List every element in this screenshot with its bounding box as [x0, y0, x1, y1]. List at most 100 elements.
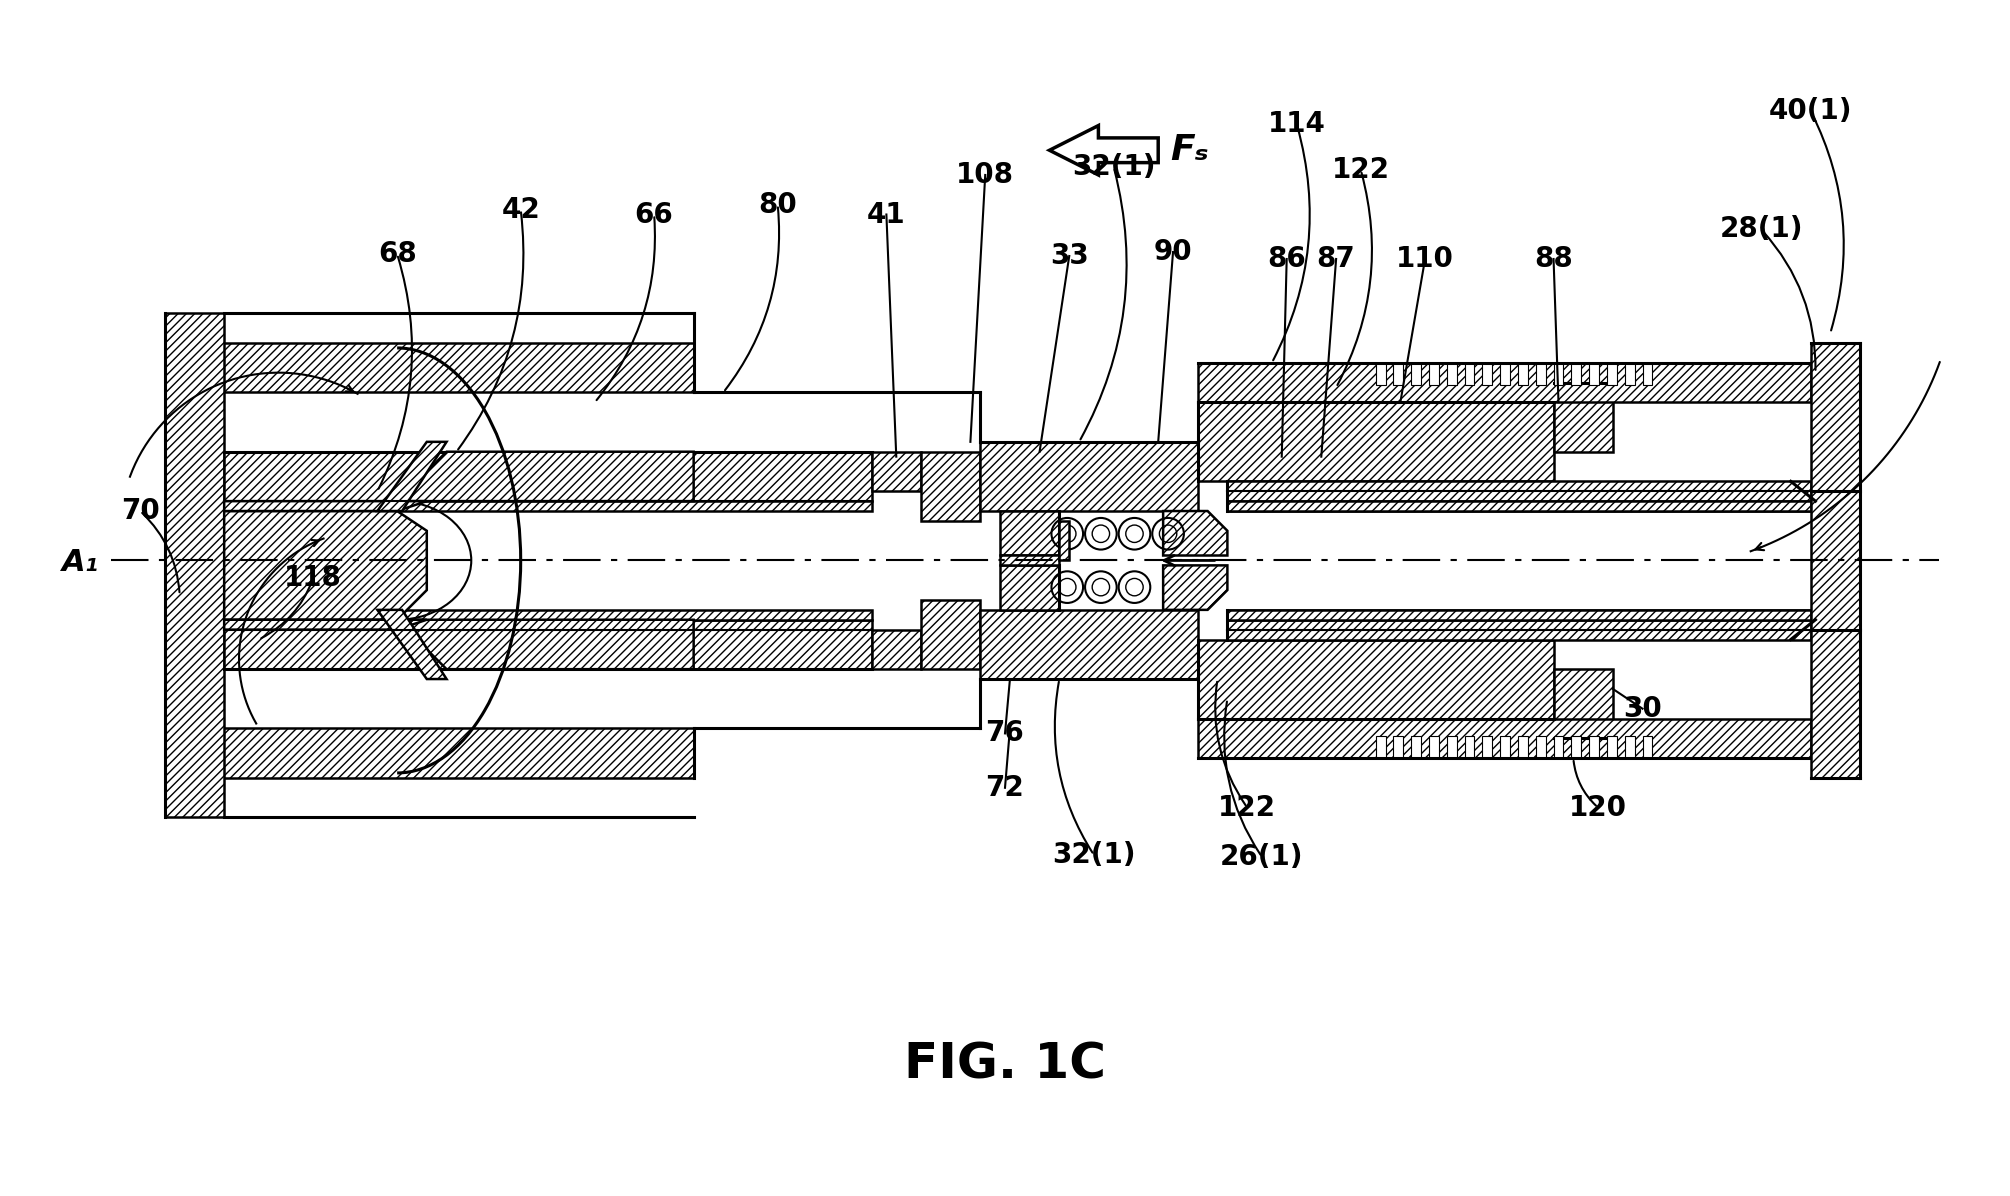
Polygon shape — [1198, 362, 1811, 402]
Bar — [1393, 737, 1403, 758]
Bar — [1518, 362, 1528, 384]
Text: 114: 114 — [1268, 110, 1325, 138]
Polygon shape — [1198, 640, 1554, 719]
Bar — [1572, 737, 1582, 758]
Polygon shape — [398, 452, 693, 501]
Polygon shape — [872, 452, 921, 492]
Polygon shape — [225, 501, 872, 511]
Bar — [1375, 737, 1385, 758]
Polygon shape — [921, 452, 981, 521]
Polygon shape — [1228, 492, 1811, 511]
Polygon shape — [225, 452, 872, 501]
Bar — [1642, 737, 1652, 758]
Bar — [1572, 362, 1582, 384]
Polygon shape — [165, 343, 693, 392]
Text: 110: 110 — [1397, 245, 1453, 273]
Text: 40(1): 40(1) — [1769, 97, 1853, 124]
Polygon shape — [1059, 521, 1069, 561]
Polygon shape — [225, 620, 872, 670]
Text: 70: 70 — [121, 498, 159, 525]
Polygon shape — [1049, 126, 1158, 175]
Text: 28(1): 28(1) — [1719, 215, 1803, 243]
Polygon shape — [1554, 383, 1612, 452]
Text: 120: 120 — [1570, 793, 1626, 822]
Text: 86: 86 — [1268, 245, 1306, 273]
Text: Fₛ: Fₛ — [1170, 133, 1208, 167]
Bar — [1411, 737, 1421, 758]
Polygon shape — [378, 610, 446, 679]
Polygon shape — [225, 620, 426, 629]
Text: 108: 108 — [957, 161, 1015, 189]
Bar — [1624, 737, 1634, 758]
Polygon shape — [1001, 511, 1059, 555]
Bar — [1411, 362, 1421, 384]
Bar — [1429, 737, 1439, 758]
Polygon shape — [1554, 670, 1612, 738]
Polygon shape — [1001, 566, 1059, 610]
Text: 122: 122 — [1333, 155, 1389, 184]
Text: 41: 41 — [866, 201, 907, 228]
Polygon shape — [872, 629, 921, 670]
Bar — [1642, 362, 1652, 384]
Bar — [1554, 737, 1564, 758]
Bar — [1499, 737, 1510, 758]
Text: 32(1): 32(1) — [1071, 153, 1156, 181]
Polygon shape — [225, 511, 426, 620]
Polygon shape — [1228, 501, 1811, 511]
Text: 87: 87 — [1317, 245, 1355, 273]
Text: FIG. 1C: FIG. 1C — [904, 1041, 1106, 1088]
Text: 80: 80 — [758, 190, 798, 219]
Text: 68: 68 — [378, 240, 416, 268]
Bar — [1447, 362, 1457, 384]
Bar — [1375, 362, 1385, 384]
Bar — [1429, 362, 1439, 384]
Bar — [1536, 737, 1546, 758]
Bar — [1590, 737, 1600, 758]
Polygon shape — [165, 728, 693, 777]
Bar — [1624, 362, 1634, 384]
Polygon shape — [1164, 566, 1228, 610]
Bar — [1606, 737, 1616, 758]
Text: 90: 90 — [1154, 238, 1192, 266]
Bar — [1518, 737, 1528, 758]
Polygon shape — [1164, 511, 1228, 555]
Text: 122: 122 — [1218, 793, 1276, 822]
Bar — [1483, 362, 1491, 384]
Polygon shape — [981, 441, 1198, 511]
Polygon shape — [1811, 343, 1859, 777]
Polygon shape — [1198, 719, 1811, 758]
Polygon shape — [1198, 402, 1554, 481]
Polygon shape — [1001, 555, 1059, 566]
Text: 26(1): 26(1) — [1220, 843, 1304, 871]
Text: 76: 76 — [985, 720, 1025, 748]
Polygon shape — [398, 620, 693, 670]
Text: 72: 72 — [985, 774, 1025, 801]
Polygon shape — [981, 610, 1198, 679]
Polygon shape — [1228, 620, 1811, 640]
Polygon shape — [225, 610, 872, 620]
Polygon shape — [1228, 481, 1811, 501]
Bar — [1499, 362, 1510, 384]
Bar — [1447, 737, 1457, 758]
Text: 118: 118 — [283, 565, 342, 592]
Bar — [1554, 362, 1564, 384]
Text: 88: 88 — [1534, 245, 1574, 273]
Polygon shape — [1228, 610, 1811, 629]
Bar — [1465, 362, 1475, 384]
Bar — [1606, 362, 1616, 384]
Bar — [1590, 362, 1600, 384]
Polygon shape — [165, 313, 225, 817]
Polygon shape — [921, 600, 981, 670]
Text: 66: 66 — [635, 201, 673, 228]
Polygon shape — [1228, 610, 1811, 620]
Bar — [1393, 362, 1403, 384]
Bar — [1536, 362, 1546, 384]
Polygon shape — [378, 441, 446, 511]
Polygon shape — [225, 501, 426, 511]
Text: 33: 33 — [1049, 242, 1089, 270]
Bar — [1465, 737, 1475, 758]
Bar — [1483, 737, 1491, 758]
Text: 32(1): 32(1) — [1051, 841, 1136, 869]
Text: A₁: A₁ — [62, 548, 98, 576]
Text: 30: 30 — [1624, 695, 1662, 722]
